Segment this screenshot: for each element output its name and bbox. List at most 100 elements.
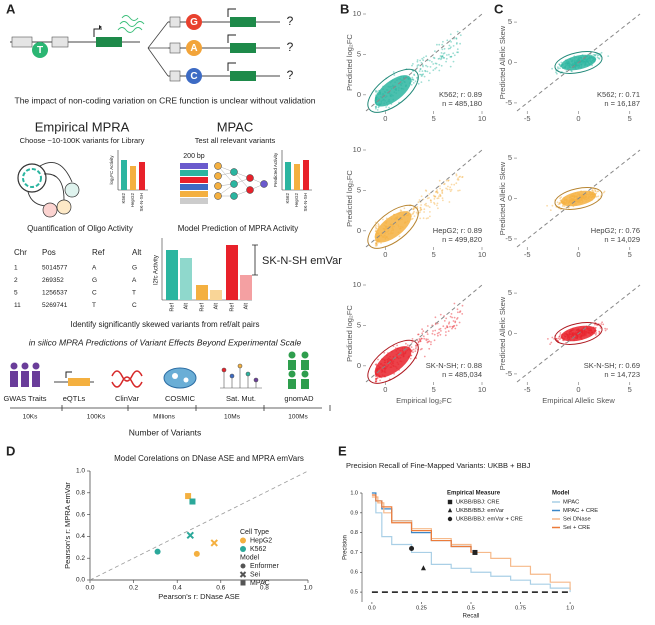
cloud-point (436, 43, 438, 46)
cloud-point (421, 332, 424, 335)
cloud-point (454, 320, 457, 323)
element (11, 36, 33, 48)
cloud-point (599, 327, 602, 329)
cloud-point (452, 52, 455, 55)
section-subtitle: Choose ~10-100K variants for Library (20, 136, 145, 145)
table-cell: 11 (14, 302, 21, 309)
cloud-point (445, 57, 448, 60)
cloud-point (429, 211, 431, 213)
cloud-point (443, 183, 445, 186)
cloud-point (441, 192, 444, 195)
cloud-point (428, 193, 431, 195)
cloud-point (441, 189, 444, 191)
cloud-point (413, 74, 416, 76)
cloud-point (449, 190, 452, 193)
cloud-point (422, 65, 424, 68)
cloud-point (438, 63, 441, 66)
cloud-point (438, 69, 441, 72)
panel-label: A (6, 1, 16, 16)
cloud-point (412, 63, 414, 65)
legend-title: Model (240, 554, 260, 561)
cloud-point (439, 55, 442, 57)
y-tick-label: 0 (508, 193, 512, 202)
cloud-point (420, 208, 422, 211)
cloud-point (421, 347, 423, 350)
cloud-point (434, 62, 437, 65)
cloud-point (450, 55, 453, 58)
y-tick-label: 0 (508, 328, 512, 337)
cloud-point (450, 55, 452, 58)
cloud-point (413, 215, 416, 218)
cloud-point (429, 66, 432, 68)
cloud-point (376, 90, 378, 93)
identity-line (89, 470, 309, 581)
y-tick-label: 0.8 (350, 530, 358, 536)
cloud-point (440, 64, 443, 67)
question-mark: ? (287, 40, 294, 54)
cloud-point (377, 225, 380, 228)
cloud-point (413, 210, 415, 213)
x-tick-label: 0 (576, 385, 580, 394)
icon-bar (210, 290, 222, 300)
cloud-point (421, 74, 424, 76)
section-title: MPAC (217, 119, 254, 134)
cloud-point (428, 347, 431, 350)
legend-label: Sei + CRE (563, 525, 590, 531)
question-mark: ? (287, 14, 294, 28)
x-tick-label: 5 (432, 114, 436, 123)
y-label: log₂FC Activity (109, 155, 114, 185)
x-tick-label: -5 (524, 114, 531, 123)
cloud-point (558, 201, 561, 204)
icon-bar (166, 250, 178, 300)
base-circle (186, 14, 202, 30)
cloud-point (410, 346, 413, 348)
x-tick-label: 1.0 (303, 585, 312, 592)
bar-label: SK-N-SH (303, 193, 308, 212)
legend-label: Sei DNase (563, 517, 591, 523)
cloud-point (439, 313, 442, 316)
cloud-point (594, 54, 596, 56)
promoter-arrow (227, 8, 236, 17)
cloud-point (598, 58, 601, 60)
legend-label: UKBB/BBJ: emVar + CRE (456, 517, 523, 523)
icon-eqtl (54, 371, 94, 386)
cloud-point (375, 378, 378, 381)
cloud-point (374, 89, 377, 92)
cloud-point (456, 308, 459, 311)
cloud-point (448, 53, 450, 56)
table-cell: 1256537 (42, 290, 68, 297)
cloud-point (567, 206, 570, 209)
cloud-point (428, 197, 430, 199)
cloud-point (448, 322, 450, 325)
cloud-point (446, 326, 448, 329)
cloud-point (559, 197, 561, 200)
cloud-point (375, 241, 378, 243)
cloud-point (547, 338, 549, 340)
cloud-point (428, 79, 430, 82)
cloud-point (416, 66, 419, 68)
cloud-point (595, 195, 598, 198)
scale-tick-label: 100Ms (288, 414, 308, 421)
cloud-point (436, 204, 438, 207)
promoter-arrow (93, 28, 102, 37)
cloud-point (449, 56, 452, 58)
cloud-point (459, 42, 461, 45)
cloud-point (432, 69, 435, 72)
cloud-point (445, 60, 447, 63)
icon-satmut (220, 363, 262, 389)
cloud-point (558, 203, 561, 205)
y-tick-label: 1.0 (76, 468, 85, 475)
cloud-point (375, 106, 377, 108)
cloud-point (375, 224, 377, 227)
cloud-point (560, 196, 562, 199)
cloud-point (433, 333, 436, 336)
cloud-point (432, 63, 435, 65)
cloud-point (385, 106, 387, 108)
cloud-point (411, 349, 413, 351)
table-cell: 2 (14, 277, 18, 284)
cloud-point (461, 313, 464, 315)
y-tick-label: -5 (505, 234, 512, 243)
scatter-plot: 0 5 10 0 5 10 Predicted log₂FC K562; r: 0.89n =… (345, 9, 486, 123)
x-axis-label: Recall (463, 614, 480, 620)
cloud-point (441, 55, 443, 58)
